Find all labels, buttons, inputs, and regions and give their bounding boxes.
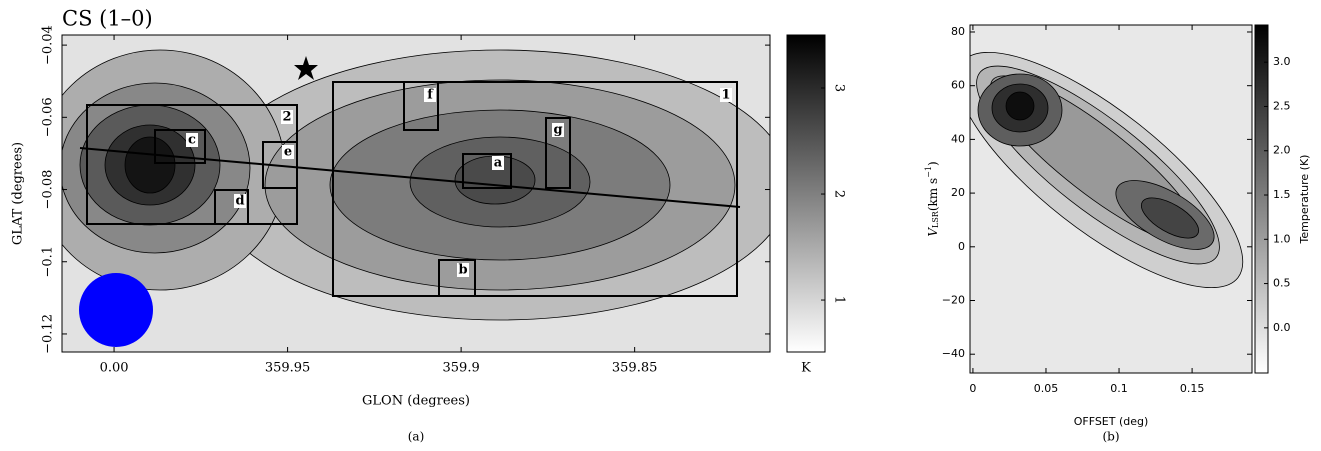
region-label-bg — [492, 156, 504, 170]
map-image — [62, 35, 770, 352]
y-tick-label: 60 — [951, 79, 965, 92]
region-label-bg — [424, 88, 436, 102]
y-tick-label: −0.08 — [41, 170, 56, 210]
colorbar-tick-label: 0.0 — [1273, 321, 1291, 334]
region-box — [403, 81, 439, 131]
region-label: d — [235, 194, 244, 209]
x-tick-label: 0.1 — [1110, 382, 1128, 395]
x-tick-label: 359.85 — [612, 361, 658, 376]
region-label-bg — [552, 123, 564, 137]
y-tick-label: 40 — [951, 132, 965, 145]
y-tick-label: 0 — [958, 240, 965, 253]
y-axis-label: GLAT (degrees) — [11, 142, 26, 245]
caption: (b) — [1102, 430, 1119, 444]
y-tick-label: 80 — [951, 25, 965, 38]
region-label-bg — [281, 110, 293, 124]
panel: 0.00 359.95 359.9 359.85 −0.04 −0.06 −0.08 −0.1… — [11, 7, 847, 444]
region-label: e — [284, 145, 292, 160]
region-label: 2 — [282, 110, 291, 125]
y-axis-label-part: ) — [926, 161, 940, 166]
colorbar-tick-label: 1 — [832, 296, 847, 304]
colorbar-tick-label: 1.5 — [1273, 188, 1291, 201]
region-box — [214, 189, 249, 225]
region-box — [262, 141, 298, 189]
y-axis-label-part: (km s — [926, 178, 940, 211]
region-box — [438, 259, 476, 297]
x-tick-label: 0.05 — [1034, 382, 1059, 395]
colorbar-tick-label: 2 — [832, 190, 847, 198]
region-box — [154, 129, 206, 164]
x-tick-label: 359.9 — [443, 361, 480, 376]
colorbar — [786, 34, 826, 353]
x-tick-label: 0.15 — [1180, 382, 1205, 395]
y-axis-label: VLSR(km s−1) — [924, 161, 940, 236]
caption: (a) — [408, 430, 425, 444]
colorbar-tick-label: 2.5 — [1273, 99, 1291, 112]
y-tick-label: −40 — [942, 347, 965, 360]
x-tick-label: 359.95 — [265, 361, 311, 376]
chart-title: CS (1–0) — [62, 7, 153, 31]
colorbar-tick-label: 2.0 — [1273, 144, 1291, 157]
region-label-bg — [234, 194, 246, 208]
y-axis-label-part: LSR — [931, 210, 940, 228]
plot-frame — [61, 34, 771, 353]
x-tick-label: 0.00 — [100, 361, 129, 376]
region-label: 1 — [721, 88, 730, 103]
colorbar — [1254, 24, 1269, 374]
region-label: b — [458, 263, 467, 278]
region-label: c — [188, 133, 196, 148]
colorbar-tick-label: 3 — [832, 84, 847, 92]
region-label: g — [553, 123, 562, 138]
region-box — [332, 81, 738, 297]
pv-image — [970, 25, 1252, 373]
region-box — [462, 153, 512, 189]
region-label-bg — [186, 133, 198, 147]
colorbar-label: K — [801, 361, 811, 376]
colorbar-label: Temperature (K) — [1298, 155, 1311, 245]
y-tick-label: −0.04 — [41, 25, 56, 65]
x-axis-label: GLON (degrees) — [362, 394, 470, 409]
region-label: a — [494, 156, 503, 171]
y-tick-label: −0.1 — [41, 246, 56, 278]
y-tick-label: −0.06 — [41, 97, 56, 137]
region-box — [545, 117, 571, 189]
colorbar-tick-label: 0.5 — [1273, 277, 1291, 290]
y-tick-label: −20 — [942, 294, 965, 307]
y-axis-label-part: V — [926, 227, 940, 237]
region-label-bg — [457, 263, 469, 277]
panel: 0 0.05 0.1 0.15 80 60 40 20 0 −20 −40 3.0 2.5 2.0 1.5 1… — [924, 25, 1311, 444]
colorbar-tick-label: 3.0 — [1273, 55, 1291, 68]
colorbar-tick-label: 1.0 — [1273, 232, 1291, 245]
region-label: f — [427, 88, 434, 103]
region-label-bg — [282, 145, 294, 159]
y-tick-label: −0.12 — [41, 314, 56, 354]
x-tick-label: 0 — [969, 382, 976, 395]
plot-frame — [969, 24, 1253, 374]
y-axis-label-part: −1 — [924, 166, 933, 178]
y-tick-label: 20 — [951, 186, 965, 199]
x-axis-label: OFFSET (deg) — [1074, 415, 1149, 428]
region-label-bg — [720, 88, 732, 102]
